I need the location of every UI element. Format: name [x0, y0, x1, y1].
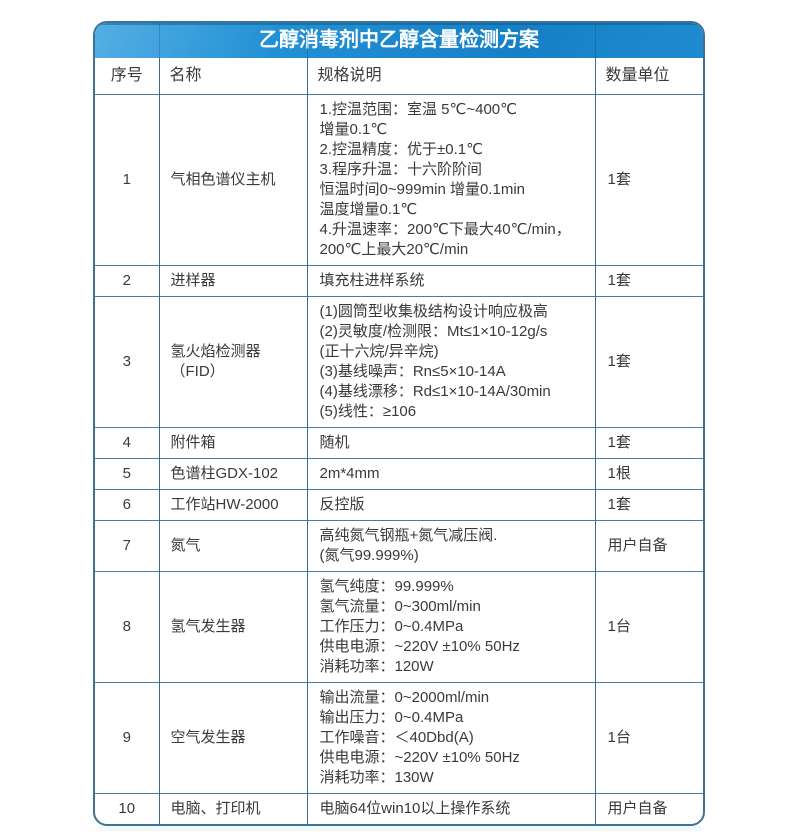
cell-item-name: 氢气发生器 [159, 571, 308, 683]
cell-row-number: 10 [95, 793, 160, 824]
cell-item-spec: 氢气纯度：99.999% 氢气流量：0~300ml/min 工作压力：0~0.4… [307, 571, 596, 683]
cell-item-quantity: 1台 [595, 571, 703, 683]
cell-item-spec: 填充柱进样系统 [307, 265, 596, 297]
card-shadow [96, 826, 702, 831]
table-row: 9 空气发生器 输出流量：0~2000ml/min 输出压力：0~0.4MPa 工作… [95, 682, 703, 794]
table-row: 1 气相色谱仪主机 1.控温范围：室温 5℃~400℃ 增量0.1℃ 2.控温精度：… [95, 94, 703, 266]
cell-item-spec: 2m*4mm [307, 458, 596, 490]
cell-item-quantity: 1套 [595, 296, 703, 428]
table-row: 7 氮气 高纯氮气钢瓶+氮气减压阀. (氮气99.999%) 用户自备 [95, 520, 703, 572]
cell-row-number: 7 [95, 520, 160, 572]
cell-item-spec: 输出流量：0~2000ml/min 输出压力：0~0.4MPa 工作噪音：＜40… [307, 682, 596, 794]
cell-row-number: 8 [95, 571, 160, 683]
cell-row-number: 2 [95, 265, 160, 297]
cell-item-name: 工作站HW-2000 [159, 489, 308, 521]
cell-item-quantity: 用户自备 [595, 520, 703, 572]
cell-item-quantity: 1根 [595, 458, 703, 490]
title-column-divider [595, 23, 596, 824]
cell-item-name: 色谱柱GDX-102 [159, 458, 308, 490]
cell-item-name: 进样器 [159, 265, 308, 297]
table-row: 6 工作站HW-2000 反控版 1套 [95, 489, 703, 521]
title-column-divider [159, 23, 160, 824]
header-name: 名称 [159, 58, 308, 95]
cell-item-name: 电脑、打印机 [159, 793, 308, 824]
cell-row-number: 9 [95, 682, 160, 794]
header-row: 序号 名称 规格说明 数量单位 [95, 58, 703, 95]
cell-row-number: 6 [95, 489, 160, 521]
cell-item-quantity: 1套 [595, 265, 703, 297]
cell-item-spec: 随机 [307, 427, 596, 459]
cell-item-name: 气相色谱仪主机 [159, 94, 308, 266]
title-column-divider [307, 23, 308, 824]
table-title: 乙醇消毒剂中乙醇含量检测方案 [95, 23, 703, 58]
header-qty: 数量单位 [595, 58, 703, 95]
cell-item-spec: (1)圆筒型收集极结构设计响应极高 (2)灵敏度/检测限：Mt≤1×10-12g… [307, 296, 596, 428]
cell-row-number: 5 [95, 458, 160, 490]
cell-item-quantity: 1台 [595, 682, 703, 794]
table-body: 1 气相色谱仪主机 1.控温范围：室温 5℃~400℃ 增量0.1℃ 2.控温精度：… [95, 94, 703, 824]
cell-item-quantity: 1套 [595, 489, 703, 521]
cell-row-number: 1 [95, 94, 160, 266]
cell-item-spec: 1.控温范围：室温 5℃~400℃ 增量0.1℃ 2.控温精度：优于±0.1℃ … [307, 94, 596, 266]
cell-item-name: 空气发生器 [159, 682, 308, 794]
cell-item-quantity: 1套 [595, 427, 703, 459]
cell-item-spec: 电脑64位win10以上操作系统 [307, 793, 596, 824]
table-row: 8 氢气发生器 氢气纯度：99.999% 氢气流量：0~300ml/min 工作压力… [95, 571, 703, 683]
cell-row-number: 4 [95, 427, 160, 459]
cell-item-name: 附件箱 [159, 427, 308, 459]
spec-table: 序号 名称 规格说明 数量单位 1 气相色谱仪主机 1.控温范围：室温 5℃~400… [95, 58, 703, 824]
cell-row-number: 3 [95, 296, 160, 428]
cell-item-spec: 反控版 [307, 489, 596, 521]
cell-item-quantity: 用户自备 [607, 800, 668, 817]
header-spec: 规格说明 [307, 58, 596, 95]
table-row: 4 附件箱 随机 1套 [95, 427, 703, 459]
table-row: 3 氢火焰检测器（FID） (1)圆筒型收集极结构设计响应极高 (2)灵敏度/检测限… [95, 296, 703, 428]
cell-item-name: 氮气 [159, 520, 308, 572]
table-row: 5 色谱柱GDX-102 2m*4mm 1根 [95, 458, 703, 490]
cell-item-quantity: 1套 [595, 94, 703, 266]
cell-item-spec: 高纯氮气钢瓶+氮气减压阀. (氮气99.999%) [307, 520, 596, 572]
table-row: 10 电脑、打印机 电脑64位win10以上操作系统 用户自备 [95, 793, 703, 824]
spec-table-card: 乙醇消毒剂中乙醇含量检测方案 序号 名称 规格说明 数量单位 1 气相色谱仪主机 1… [93, 21, 705, 826]
table-row: 2 进样器 填充柱进样系统 1套 [95, 265, 703, 297]
cell-item-name: 氢火焰检测器（FID） [159, 296, 308, 428]
header-no: 序号 [95, 58, 160, 95]
